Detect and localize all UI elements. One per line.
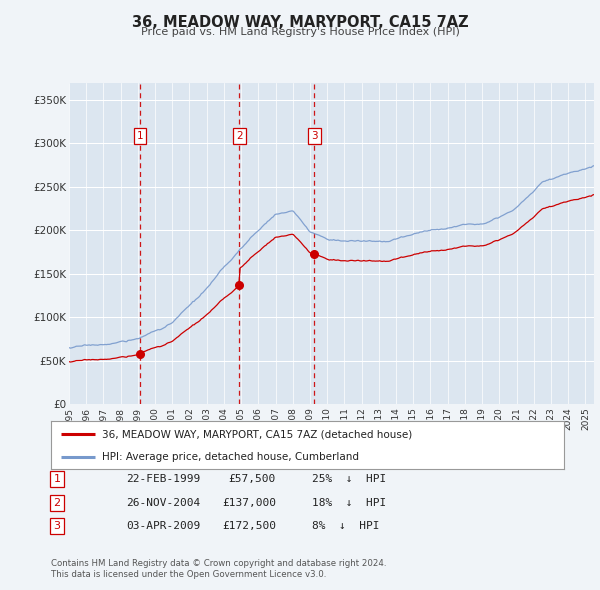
Text: 1: 1 [53, 474, 61, 484]
Text: 3: 3 [311, 130, 317, 140]
Text: 25%  ↓  HPI: 25% ↓ HPI [312, 474, 386, 484]
Text: Contains HM Land Registry data © Crown copyright and database right 2024.: Contains HM Land Registry data © Crown c… [51, 559, 386, 568]
Text: £137,000: £137,000 [222, 498, 276, 507]
Text: £57,500: £57,500 [229, 474, 276, 484]
Text: HPI: Average price, detached house, Cumberland: HPI: Average price, detached house, Cumb… [103, 452, 359, 462]
Text: Price paid vs. HM Land Registry's House Price Index (HPI): Price paid vs. HM Land Registry's House … [140, 27, 460, 37]
Text: 8%  ↓  HPI: 8% ↓ HPI [312, 522, 380, 531]
Text: 18%  ↓  HPI: 18% ↓ HPI [312, 498, 386, 507]
Text: This data is licensed under the Open Government Licence v3.0.: This data is licensed under the Open Gov… [51, 571, 326, 579]
Text: 36, MEADOW WAY, MARYPORT, CA15 7AZ: 36, MEADOW WAY, MARYPORT, CA15 7AZ [131, 15, 469, 30]
Text: 3: 3 [53, 522, 61, 531]
Text: 2: 2 [236, 130, 243, 140]
Text: 2: 2 [53, 498, 61, 507]
Text: 03-APR-2009: 03-APR-2009 [126, 522, 200, 531]
Text: 36, MEADOW WAY, MARYPORT, CA15 7AZ (detached house): 36, MEADOW WAY, MARYPORT, CA15 7AZ (deta… [103, 429, 413, 439]
Text: £172,500: £172,500 [222, 522, 276, 531]
Text: 1: 1 [137, 130, 143, 140]
Text: 26-NOV-2004: 26-NOV-2004 [126, 498, 200, 507]
Text: 22-FEB-1999: 22-FEB-1999 [126, 474, 200, 484]
